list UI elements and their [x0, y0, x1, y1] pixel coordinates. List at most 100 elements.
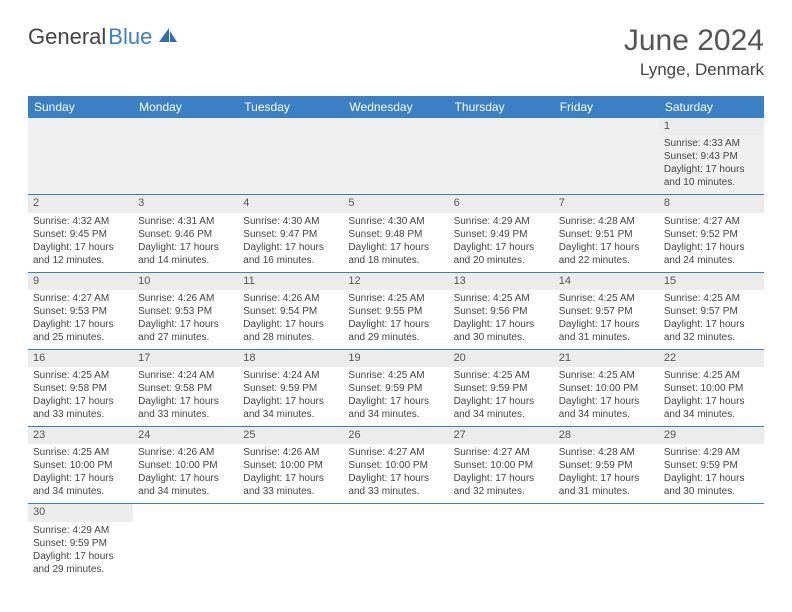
daylight-text: Daylight: 17 hours and 12 minutes. — [33, 241, 128, 267]
calendar-week-row: 30Sunrise: 4:29 AMSunset: 9:59 PMDayligh… — [28, 504, 764, 581]
day-header-cell: Thursday — [449, 96, 554, 118]
day-number: 25 — [243, 428, 338, 442]
sunset-text: Sunset: 9:59 PM — [348, 382, 443, 395]
day-number-band: 23 — [28, 427, 133, 444]
sunrise-text: Sunrise: 4:25 AM — [33, 369, 128, 382]
calendar-week-row: 23Sunrise: 4:25 AMSunset: 10:00 PMDaylig… — [28, 427, 764, 504]
daylight-text: Daylight: 17 hours and 31 minutes. — [559, 472, 654, 498]
day-header-cell: Sunday — [28, 96, 133, 118]
sunset-text: Sunset: 9:57 PM — [664, 305, 759, 318]
day-number-band: 29 — [659, 427, 764, 444]
day-number: 9 — [33, 274, 128, 288]
daylight-text: Daylight: 17 hours and 20 minutes. — [454, 241, 549, 267]
daylight-text: Daylight: 17 hours and 34 minutes. — [664, 395, 759, 421]
daylight-text: Daylight: 17 hours and 25 minutes. — [33, 318, 128, 344]
sunset-text: Sunset: 9:57 PM — [559, 305, 654, 318]
day-number: 26 — [348, 428, 443, 442]
sunrise-text: Sunrise: 4:26 AM — [243, 446, 338, 459]
daylight-text: Daylight: 17 hours and 34 minutes. — [138, 472, 233, 498]
sunset-text: Sunset: 9:59 PM — [33, 537, 128, 550]
calendar-day-cell — [554, 504, 659, 581]
day-number: 21 — [559, 351, 654, 365]
sunset-text: Sunset: 9:48 PM — [348, 228, 443, 241]
sunset-text: Sunset: 9:59 PM — [243, 382, 338, 395]
daylight-text: Daylight: 17 hours and 32 minutes. — [454, 472, 549, 498]
day-number-band: 10 — [133, 273, 238, 290]
day-number-band: 14 — [554, 273, 659, 290]
day-number: 15 — [664, 274, 759, 288]
day-number-band: 1 — [659, 118, 764, 135]
day-header-cell: Friday — [554, 96, 659, 118]
sunset-text: Sunset: 10:00 PM — [243, 459, 338, 472]
day-number-band: 12 — [343, 273, 448, 290]
day-number: 13 — [454, 274, 549, 288]
day-number-band: 21 — [554, 350, 659, 367]
daylight-text: Daylight: 17 hours and 34 minutes. — [348, 395, 443, 421]
daylight-text: Daylight: 17 hours and 34 minutes. — [33, 472, 128, 498]
sunrise-text: Sunrise: 4:27 AM — [664, 215, 759, 228]
day-number-band: 20 — [449, 350, 554, 367]
sunrise-text: Sunrise: 4:25 AM — [348, 292, 443, 305]
day-number-band: 13 — [449, 273, 554, 290]
calendar-day-cell — [449, 504, 554, 581]
day-number: 14 — [559, 274, 654, 288]
sunset-text: Sunset: 9:47 PM — [243, 228, 338, 241]
calendar-week-row: 16Sunrise: 4:25 AMSunset: 9:58 PMDayligh… — [28, 349, 764, 426]
day-header-cell: Monday — [133, 96, 238, 118]
sunrise-text: Sunrise: 4:28 AM — [559, 446, 654, 459]
sunrise-text: Sunrise: 4:25 AM — [348, 369, 443, 382]
sunset-text: Sunset: 9:59 PM — [559, 459, 654, 472]
day-header-cell: Wednesday — [343, 96, 448, 118]
calendar-day-cell: 26Sunrise: 4:27 AMSunset: 10:00 PMDaylig… — [343, 427, 448, 504]
day-number: 24 — [138, 428, 233, 442]
day-number: 10 — [138, 274, 233, 288]
sunrise-text: Sunrise: 4:25 AM — [33, 446, 128, 459]
sunrise-text: Sunrise: 4:27 AM — [454, 446, 549, 459]
calendar-table: SundayMondayTuesdayWednesdayThursdayFrid… — [28, 96, 764, 581]
sunrise-text: Sunrise: 4:26 AM — [138, 292, 233, 305]
sunrise-text: Sunrise: 4:30 AM — [348, 215, 443, 228]
calendar-week-row: 1Sunrise: 4:33 AMSunset: 9:43 PMDaylight… — [28, 118, 764, 195]
daylight-text: Daylight: 17 hours and 33 minutes. — [138, 395, 233, 421]
day-number-band: 15 — [659, 273, 764, 290]
daylight-text: Daylight: 17 hours and 32 minutes. — [664, 318, 759, 344]
sunset-text: Sunset: 9:59 PM — [454, 382, 549, 395]
calendar-day-cell: 10Sunrise: 4:26 AMSunset: 9:53 PMDayligh… — [133, 272, 238, 349]
daylight-text: Daylight: 17 hours and 34 minutes. — [454, 395, 549, 421]
day-number-band: 5 — [343, 195, 448, 212]
sunrise-text: Sunrise: 4:24 AM — [138, 369, 233, 382]
calendar-day-cell: 27Sunrise: 4:27 AMSunset: 10:00 PMDaylig… — [449, 427, 554, 504]
day-number-band: 26 — [343, 427, 448, 444]
sunrise-text: Sunrise: 4:29 AM — [664, 446, 759, 459]
day-number-band: 16 — [28, 350, 133, 367]
daylight-text: Daylight: 17 hours and 33 minutes. — [243, 472, 338, 498]
daylight-text: Daylight: 17 hours and 14 minutes. — [138, 241, 233, 267]
calendar-day-cell — [659, 504, 764, 581]
day-number-band: 2 — [28, 195, 133, 212]
day-number: 27 — [454, 428, 549, 442]
calendar-day-cell: 23Sunrise: 4:25 AMSunset: 10:00 PMDaylig… — [28, 427, 133, 504]
daylight-text: Daylight: 17 hours and 29 minutes. — [33, 550, 128, 576]
sunset-text: Sunset: 9:49 PM — [454, 228, 549, 241]
logo-text-a: General — [28, 24, 106, 50]
sunrise-text: Sunrise: 4:32 AM — [33, 215, 128, 228]
day-number: 8 — [664, 196, 759, 210]
sunset-text: Sunset: 10:00 PM — [138, 459, 233, 472]
calendar-day-cell: 14Sunrise: 4:25 AMSunset: 9:57 PMDayligh… — [554, 272, 659, 349]
calendar-day-cell: 2Sunrise: 4:32 AMSunset: 9:45 PMDaylight… — [28, 195, 133, 272]
day-number: 1 — [664, 119, 759, 133]
header: GeneralBlue June 2024 Lynge, Denmark — [28, 24, 764, 80]
calendar-day-cell: 15Sunrise: 4:25 AMSunset: 9:57 PMDayligh… — [659, 272, 764, 349]
day-number-band: 25 — [238, 427, 343, 444]
daylight-text: Daylight: 17 hours and 30 minutes. — [664, 472, 759, 498]
sunrise-text: Sunrise: 4:27 AM — [348, 446, 443, 459]
daylight-text: Daylight: 17 hours and 18 minutes. — [348, 241, 443, 267]
calendar-day-cell: 19Sunrise: 4:25 AMSunset: 9:59 PMDayligh… — [343, 349, 448, 426]
day-number-band: 9 — [28, 273, 133, 290]
sunrise-text: Sunrise: 4:31 AM — [138, 215, 233, 228]
daylight-text: Daylight: 17 hours and 27 minutes. — [138, 318, 233, 344]
calendar-week-row: 9Sunrise: 4:27 AMSunset: 9:53 PMDaylight… — [28, 272, 764, 349]
calendar-day-cell — [343, 118, 448, 195]
day-number-band: 18 — [238, 350, 343, 367]
day-number-band: 4 — [238, 195, 343, 212]
